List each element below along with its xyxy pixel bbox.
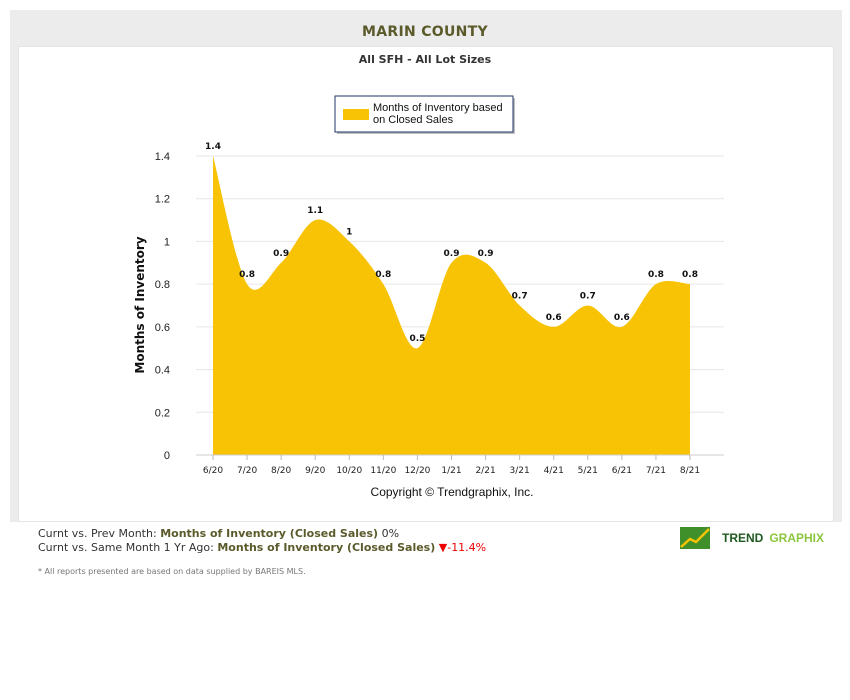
stats: Curnt vs. Prev Month: Months of Inventor… [38, 527, 486, 555]
legend-swatch [343, 109, 369, 120]
chart-subtitle: All SFH - All Lot Sizes [358, 53, 492, 66]
legend-label: on Closed Sales [373, 114, 454, 126]
x-tick-label: 10/20 [336, 466, 362, 476]
x-tick-label: 6/21 [612, 466, 632, 476]
y-axis-label: Months of Inventory [133, 236, 147, 373]
data-label: 0.8 [239, 270, 255, 280]
data-label: 0.6 [546, 313, 562, 323]
data-label: 0.8 [682, 270, 698, 280]
chart: 0 0.2 0.4 0.6 0.8 1 1.2 1.4 6/20 1.4 7/20 0.8 8/20 0.… [133, 95, 724, 499]
copyright: Copyright © Trendgraphix, Inc. [371, 485, 534, 499]
trendgraphix-logo: TREND GRAPHIX [680, 527, 824, 549]
y-tick-label: 0 [164, 450, 170, 462]
x-tick-label: 8/21 [680, 466, 700, 476]
y-tick-label: 0.6 [155, 322, 170, 334]
x-tick-label: 7/21 [646, 466, 666, 476]
x-tick-label: 9/20 [305, 466, 325, 476]
data-label: 0.9 [444, 249, 460, 259]
data-label: 0.9 [273, 249, 289, 259]
data-label: 0.7 [580, 292, 596, 302]
x-tick-label: 11/20 [370, 466, 396, 476]
x-tick-label: 2/21 [475, 466, 495, 476]
x-tick-label: 5/21 [578, 466, 598, 476]
data-label: 1.1 [307, 206, 323, 216]
x-tick-label: 6/20 [203, 466, 223, 476]
x-tick-label: 7/20 [237, 466, 257, 476]
data-label: 0.8 [375, 270, 391, 280]
x-tick-label: 8/20 [271, 466, 291, 476]
y-tick-label: 0.2 [155, 407, 170, 419]
x-tick-label: 4/21 [544, 466, 564, 476]
data-label: 0.9 [478, 249, 494, 259]
legend-label: Months of Inventory based [373, 102, 503, 114]
data-label: 1.4 [205, 142, 221, 152]
down-arrow-icon: ▼ [438, 541, 448, 554]
data-label: 0.8 [648, 270, 664, 280]
data-label: 0.7 [512, 292, 528, 302]
y-tick-label: 1 [164, 236, 170, 248]
y-tick-label: 0.8 [155, 279, 170, 291]
data-label: 0.6 [614, 313, 630, 323]
logo-chart-icon [680, 527, 710, 549]
y-tick-label: 1.2 [155, 194, 170, 206]
y-tick-label: 0.4 [155, 365, 170, 377]
x-tick-label: 12/20 [404, 466, 430, 476]
x-tick-label: 3/21 [510, 466, 530, 476]
data-label: 1 [346, 227, 352, 237]
data-label: 0.5 [409, 334, 425, 344]
x-tick-label: 1/21 [441, 466, 461, 476]
series-area [213, 156, 690, 455]
footnote: * All reports presented are based on dat… [38, 567, 306, 576]
prev-month-stat: Curnt vs. Prev Month: Months of Inventor… [38, 527, 400, 540]
page-title: MARIN COUNTY [362, 24, 488, 40]
year-stat: Curnt vs. Same Month 1 Yr Ago: Months of… [38, 541, 487, 554]
y-tick-label: 1.4 [155, 151, 170, 163]
